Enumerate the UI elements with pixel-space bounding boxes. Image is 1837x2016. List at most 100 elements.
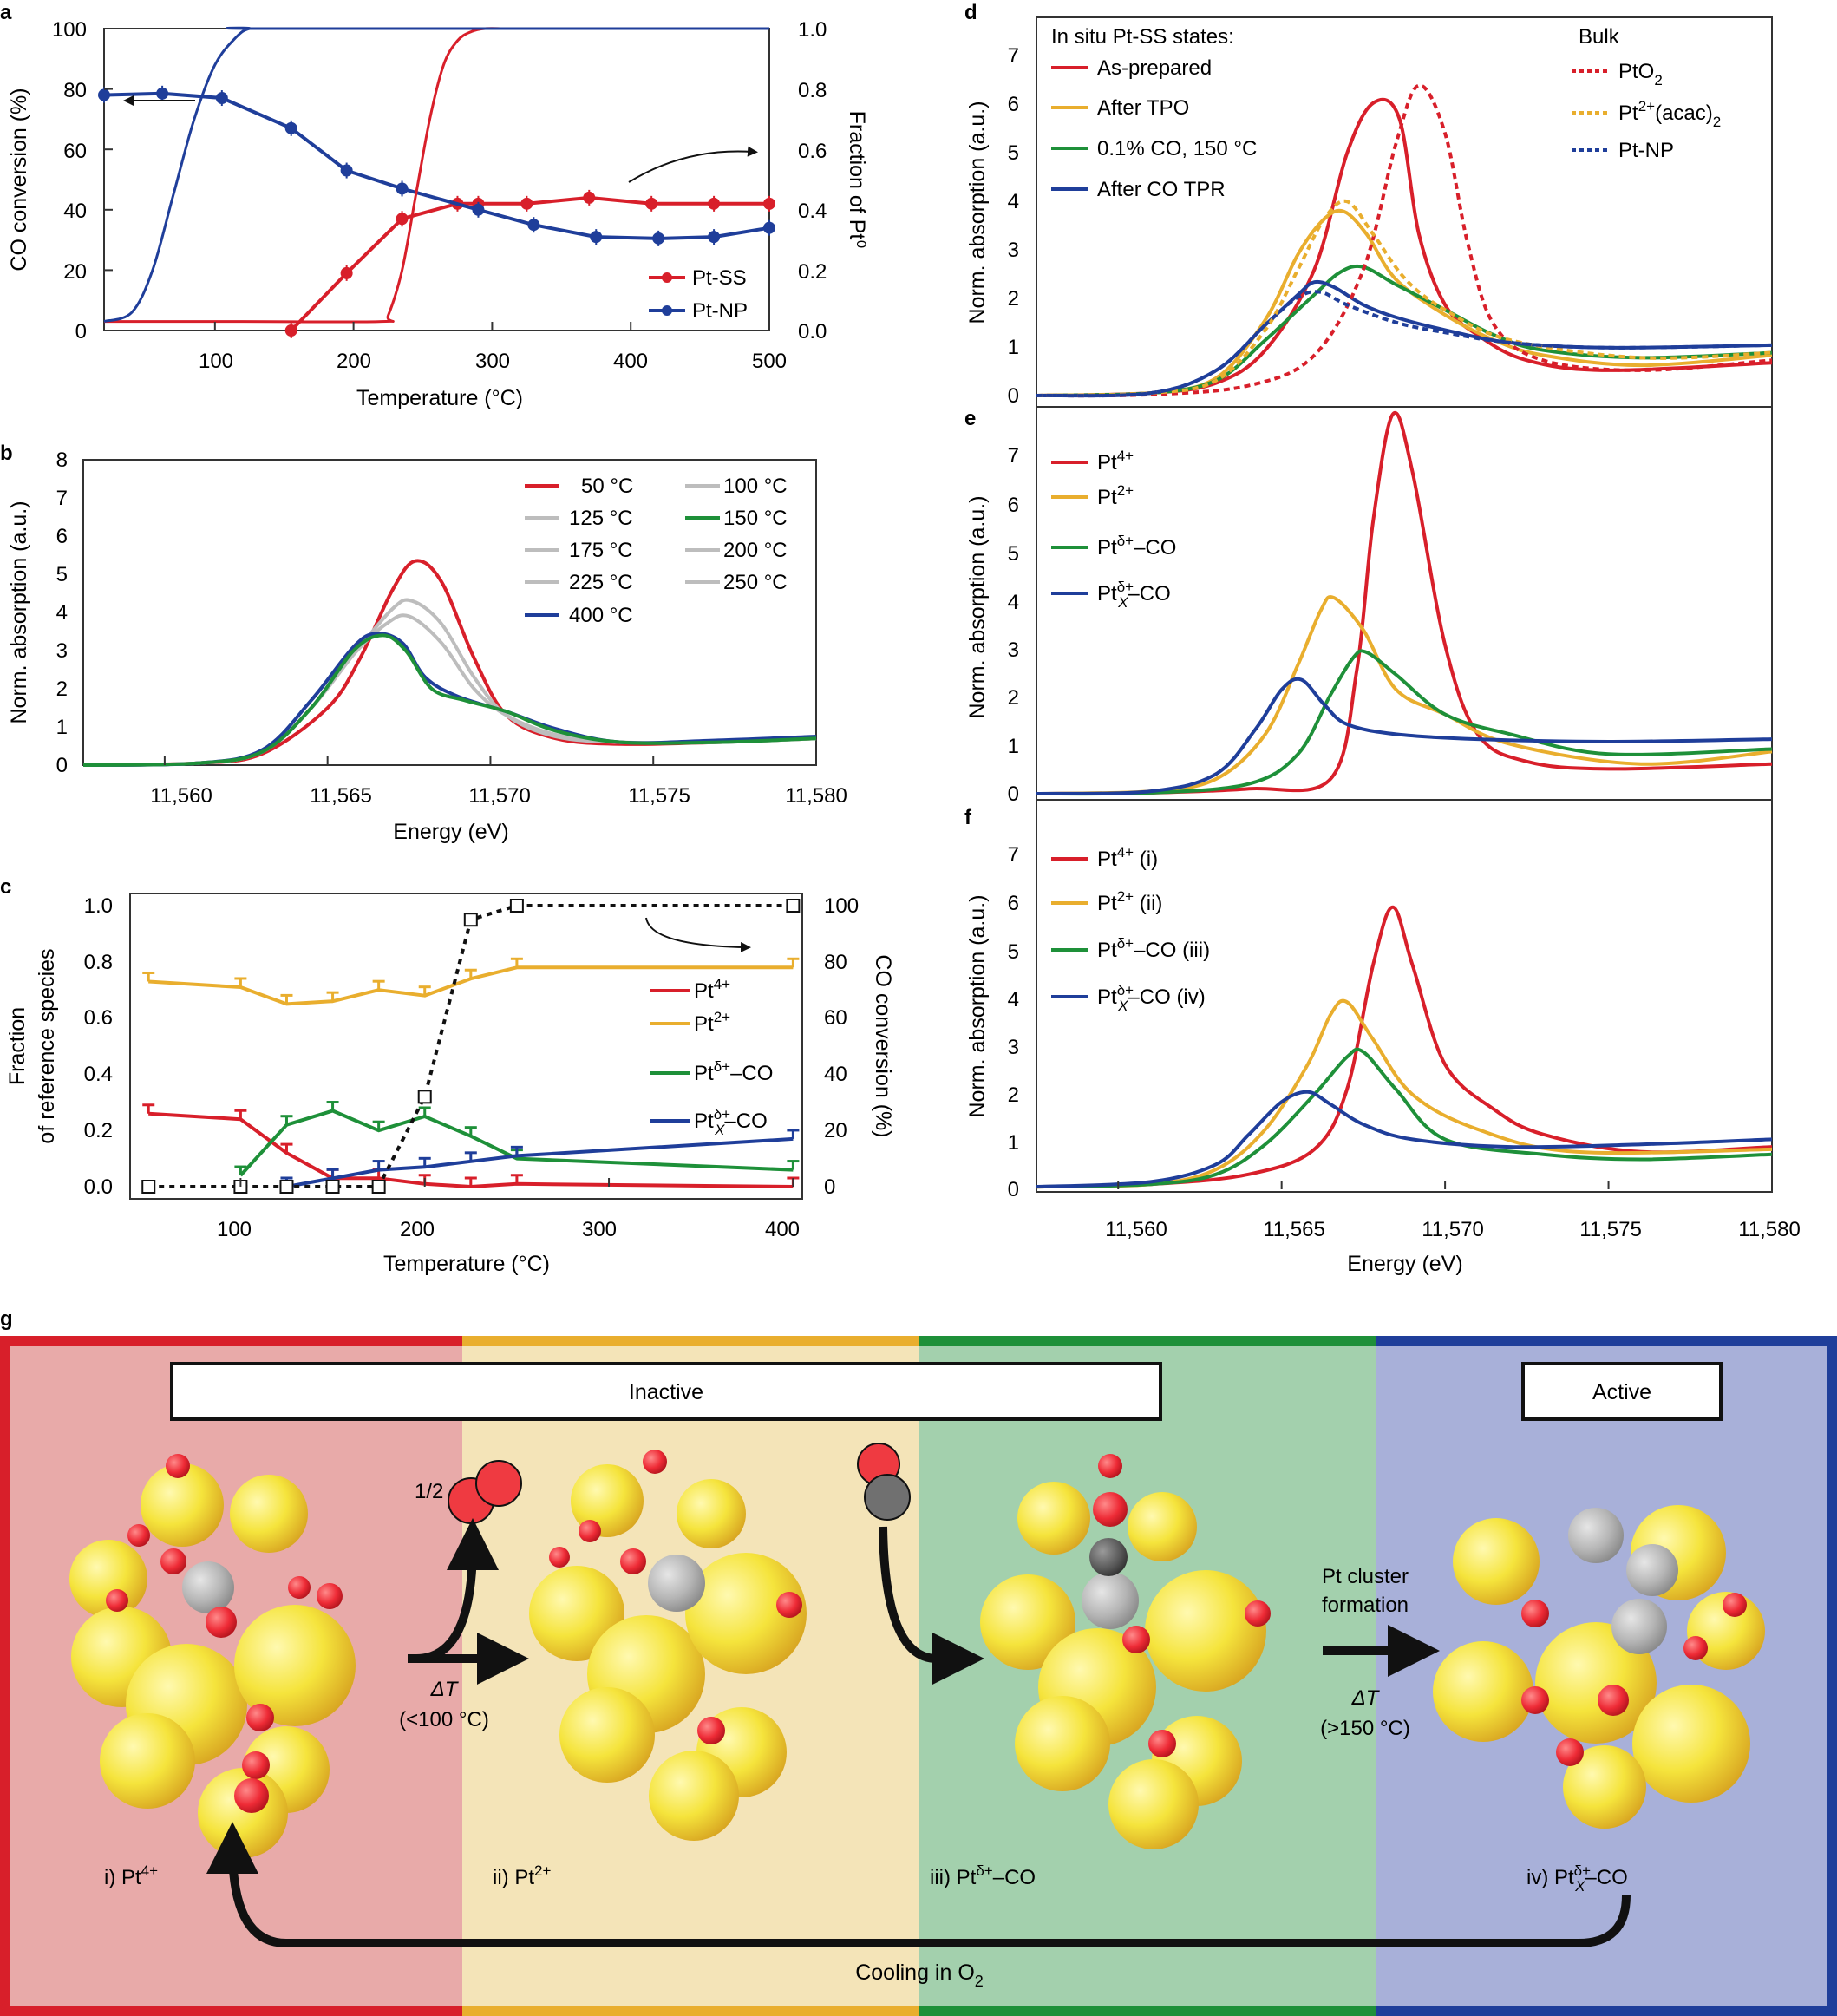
point-a-0-7 (645, 197, 658, 210)
a-ytick-r: 0.0 (798, 320, 827, 344)
point-c-co-6 (463, 913, 478, 927)
b-ylabel: Norm. absorption (a.u.) (7, 501, 31, 723)
series-d-4 (1036, 83, 1773, 398)
c-ytick: 0.6 (84, 1006, 113, 1030)
d-ytick: 4 (1008, 190, 1019, 213)
point-c-co-3 (325, 1180, 340, 1194)
a-ylabel-left: CO conversion (%) (7, 88, 31, 271)
series-e-2 (1036, 649, 1773, 796)
point-a-0-2 (396, 213, 409, 226)
g-gt150: (>150 °C) (1320, 1717, 1410, 1740)
point-c-co-2 (279, 1180, 294, 1194)
a-legend-ptnp: Pt-NP (692, 299, 748, 323)
b-xtick: 11,575 (628, 784, 690, 808)
g-active-label: Active (1592, 1380, 1651, 1404)
f-ytick: 4 (1008, 988, 1019, 1011)
d-legend-acac: Pt2+(acac)2 (1618, 98, 1721, 130)
a-yticks-left: 0 20 40 60 80 100 (52, 18, 87, 344)
g-state-3: iii) Ptδ+–CO (930, 1862, 1036, 1889)
b-legend-225: 225 °C (569, 571, 633, 594)
panel-g-label: g (0, 1307, 13, 1331)
point-c-co-4 (371, 1180, 386, 1194)
g-cluster-line1: Pt cluster (1322, 1565, 1409, 1588)
c-ytick: 0.2 (84, 1119, 113, 1142)
a-xtick: 500 (752, 350, 787, 373)
b-ytick: 3 (56, 639, 68, 663)
g-active-box (1521, 1362, 1723, 1421)
point-a-1-0 (98, 88, 110, 101)
f-ytick: 7 (1008, 843, 1019, 867)
point-a-0-5 (520, 197, 533, 210)
d-legend-asprep: As-prepared (1097, 56, 1212, 80)
g-cooling-label: Cooling in O2 (855, 1960, 984, 1990)
series-e-0 (1036, 410, 1773, 795)
b-legend-125: 125 °C (569, 507, 633, 530)
b-legend-150: 150 °C (723, 507, 788, 530)
series-c-0 (148, 1111, 794, 1188)
panel-g: g Inactive Active (0, 1307, 1837, 2016)
panel-a: a 100 200 300 400 500 0 20 40 60 80 100 … (0, 1, 869, 410)
point-a-1-6 (472, 203, 485, 216)
structure-pt2-image (529, 1450, 807, 1841)
point-c-co-5 (417, 1090, 432, 1104)
point-c-co-7 (509, 899, 524, 913)
f-yticks: 0 1 2 3 4 5 6 7 (1008, 843, 1019, 1201)
g-lt100: (<100 °C) (399, 1708, 489, 1731)
e-yticks: 0 1 2 3 4 5 6 7 (1008, 444, 1019, 806)
b-xtick: 11,565 (310, 784, 372, 808)
g-state-2: ii) Pt2+ (493, 1862, 551, 1889)
g-arrow-o2-release (415, 1518, 499, 1663)
c-xtick: 200 (400, 1218, 435, 1241)
g-half-label: 1/2 (415, 1480, 443, 1503)
point-c-co-8 (786, 899, 801, 913)
d-ytick: 5 (1008, 141, 1019, 165)
b-ytick: 8 (56, 448, 68, 472)
a-ytick: 100 (52, 18, 87, 42)
series-d-1 (1036, 208, 1773, 397)
a-ytick: 40 (63, 200, 87, 223)
c-ytick-r: 0 (824, 1175, 835, 1199)
a-xtick: 300 (475, 350, 510, 373)
d-legend: In situ Pt-SS states: As-prepared After … (1051, 25, 1721, 201)
b-legend-100: 100 °C (723, 475, 788, 498)
co-molecule-icon (857, 1443, 911, 1521)
point-c-co-0 (141, 1180, 156, 1194)
panel-d: d 0 1 2 3 4 5 6 7 Norm. absorption (a.u.… (964, 1, 1773, 408)
b-ytick: 6 (56, 525, 68, 548)
f-ytick: 3 (1008, 1036, 1019, 1059)
c-legend: Pt4+ Pt2+ Ptδ+–CO Ptδ+ X–CO (650, 976, 773, 1138)
series-e-1 (1036, 594, 1773, 795)
f-ytick: 5 (1008, 940, 1019, 964)
point-a-1-10 (708, 231, 721, 244)
series-a-3 (103, 26, 769, 324)
d-yticks: 0 1 2 3 4 5 6 7 (1008, 44, 1019, 408)
c-ytick: 0.0 (84, 1175, 113, 1199)
series-d-3 (1036, 279, 1773, 398)
c-ylabel-right: CO conversion (%) (871, 954, 895, 1137)
o2-molecule-icon (448, 1460, 522, 1524)
a-legend: Pt-SS Pt-NP (649, 266, 748, 323)
series-b-0 (82, 559, 817, 767)
e-legend: Pt4+ Pt2+ Ptδ+–CO Ptδ+ X–CO (1051, 448, 1176, 611)
b-ytick: 1 (56, 716, 68, 739)
g-state-4: iv) Ptδ+ X–CO (1526, 1862, 1628, 1895)
f-xtick: 11,580 (1738, 1218, 1801, 1241)
e-ytick: 1 (1008, 735, 1019, 758)
b-xtick: 11,560 (150, 784, 212, 808)
e-ytick: 7 (1008, 444, 1019, 468)
c-ytick: 0.8 (84, 951, 113, 974)
a-xtick: 200 (337, 350, 371, 373)
c-ytick: 1.0 (84, 894, 113, 918)
c-legend-pt4: Pt4+ (694, 976, 730, 1003)
structure-ptd-co-image (980, 1454, 1271, 1849)
b-ytick: 5 (56, 563, 68, 586)
series-d-5 (1036, 199, 1773, 397)
b-ytick: 0 (56, 754, 68, 777)
d-ylabel: Norm. absorption (a.u.) (965, 101, 990, 324)
c-yticks-right: 0 20 40 60 80 100 (824, 894, 859, 1199)
a-xlabel: Temperature (°C) (356, 386, 523, 410)
e-legend-ptx-co: Ptδ+ X–CO (1097, 579, 1171, 611)
e-ytick: 6 (1008, 494, 1019, 517)
d-legend-pto2: PtO2 (1618, 60, 1663, 88)
b-xtick: 11,570 (468, 784, 531, 808)
